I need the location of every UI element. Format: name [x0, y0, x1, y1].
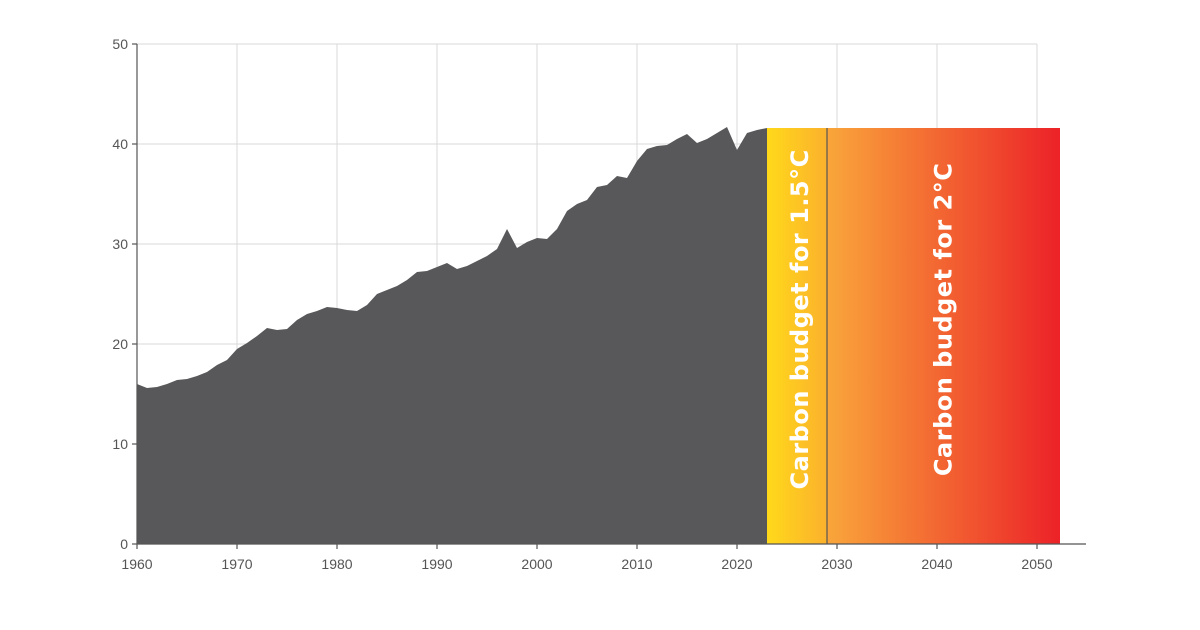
budget-2c-label: Carbon budget for 2°C	[930, 163, 958, 476]
x-tick-label-2030: 2030	[821, 556, 852, 572]
axes	[132, 43, 1086, 549]
x-tick-label-1960: 1960	[121, 556, 152, 572]
y-tick-label-0: 0	[120, 536, 128, 552]
plot-area: Carbon budget for 1.5°C Carbon budget for…	[137, 127, 1060, 544]
emissions-area	[137, 127, 767, 544]
x-tick-label-2040: 2040	[921, 556, 952, 572]
y-tick-label-40: 40	[112, 136, 128, 152]
y-tick-label-30: 30	[112, 236, 128, 252]
y-tick-label-10: 10	[112, 436, 128, 452]
y-tick-label-20: 20	[112, 336, 128, 352]
budget-1-5c-label: Carbon budget for 1.5°C	[786, 149, 814, 489]
y-tick-label-50: 50	[112, 36, 128, 52]
x-tick-label-2050: 2050	[1021, 556, 1052, 572]
x-tick-label-1990: 1990	[421, 556, 452, 572]
x-tick-label-1970: 1970	[221, 556, 252, 572]
x-tick-label-1980: 1980	[321, 556, 352, 572]
x-tick-label-2020: 2020	[721, 556, 752, 572]
budget-1-5c-bar	[767, 128, 827, 544]
budget-2c-bar	[827, 128, 1060, 544]
x-tick-label-2010: 2010	[621, 556, 652, 572]
x-tick-label-2000: 2000	[521, 556, 552, 572]
